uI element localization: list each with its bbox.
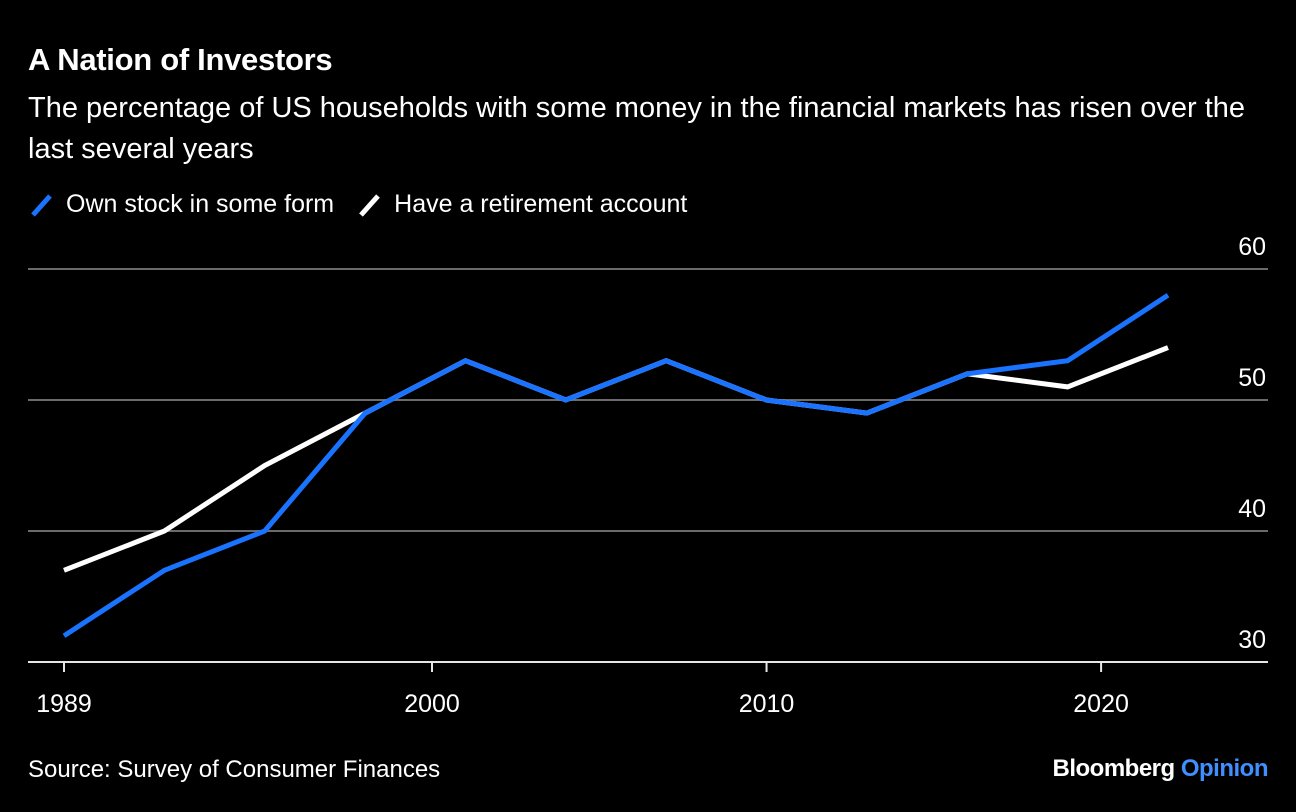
x-tick-label-2010: 2010 bbox=[739, 690, 795, 718]
y-tick-label-50: 50 bbox=[1238, 364, 1266, 392]
series-line-stock bbox=[62, 293, 1170, 638]
brand-suffix: Opinion bbox=[1180, 755, 1269, 782]
x-tick-label-1989: 1989 bbox=[36, 690, 92, 718]
legend-item-stock: Own stock in some form bbox=[28, 190, 334, 219]
y-tick-label-30: 30 bbox=[1238, 626, 1266, 654]
legend-swatch-stock bbox=[31, 193, 52, 217]
y-tick-label-40: 40 bbox=[1238, 495, 1266, 523]
x-tick-label-2000: 2000 bbox=[404, 690, 460, 718]
y-tick-label-60: 60 bbox=[1238, 233, 1266, 261]
chart-title: A Nation of Investors bbox=[28, 42, 333, 77]
chart-subtitle: The percentage of US households with som… bbox=[28, 92, 1246, 165]
brand-logo: Bloomberg Opinion bbox=[1053, 755, 1269, 783]
legend-label-retirement: Have a retirement account bbox=[394, 190, 688, 218]
source-note: Source: Survey of Consumer Finances bbox=[28, 756, 441, 783]
x-tick-label-2020: 2020 bbox=[1073, 690, 1129, 718]
legend: Own stock in some form Have a retirement… bbox=[28, 190, 709, 219]
legend-swatch-retirement bbox=[359, 193, 381, 217]
legend-label-stock: Own stock in some form bbox=[66, 190, 335, 218]
brand-name: Bloomberg bbox=[1052, 755, 1176, 782]
legend-item-retirement: Have a retirement account bbox=[356, 190, 687, 219]
